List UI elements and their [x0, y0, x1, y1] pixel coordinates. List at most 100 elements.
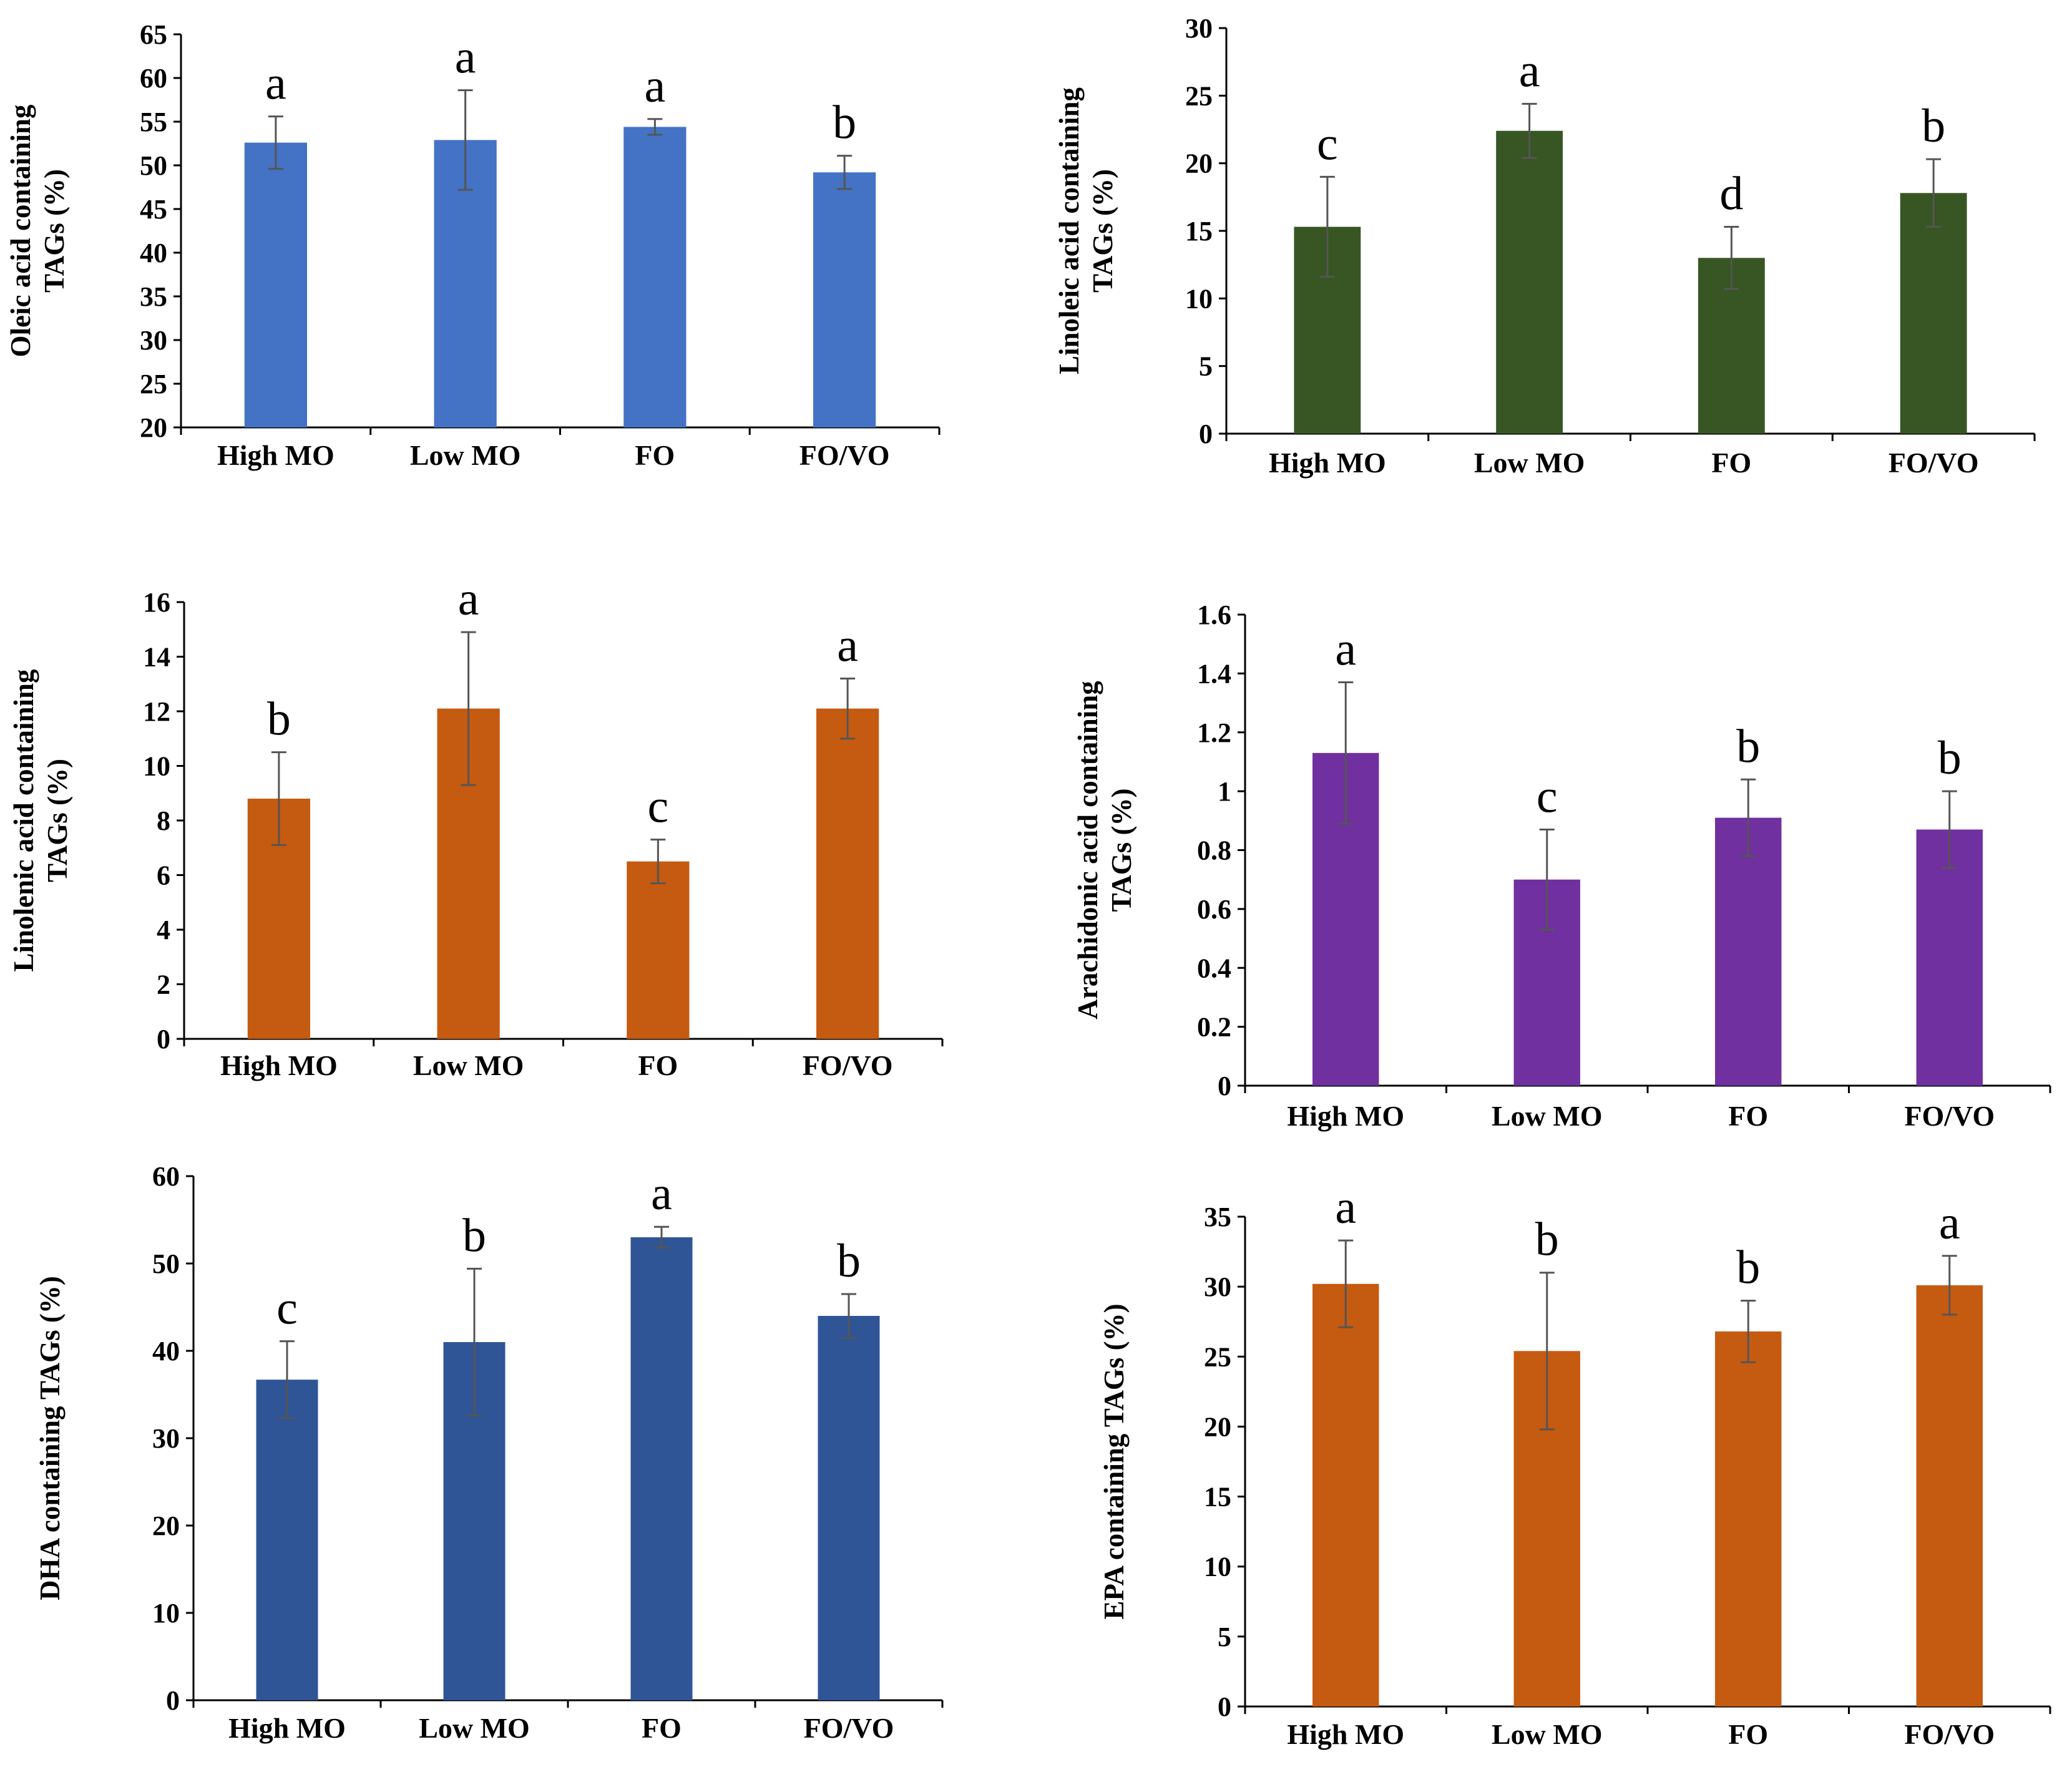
- bar-fo: [623, 127, 687, 427]
- chart-panel-5: 0 10 20 30 40 50 60 c High MO b Low MO a FO b FO/VO DHA…: [34, 1161, 944, 1744]
- chart-panel-3: 0 2 4 6 8 10 12 14 16 b High MO a Low MO c FO a FO/VO Lin…: [8, 573, 944, 1081]
- y-tick-label: 35: [140, 281, 167, 312]
- chart-panel-4: 0 0.2 0.4 0.6 0.8 1 1.2 1.4 1.6 a High MO c Low MO b F…: [1072, 600, 2051, 1132]
- bar-fo-vo: [1900, 193, 1967, 434]
- y-tick-label: 1.4: [1197, 658, 1231, 689]
- significance-label: a: [1335, 623, 1356, 676]
- y-tick-label: 0: [1218, 1692, 1231, 1722]
- y-tick-label: 10: [1185, 283, 1213, 314]
- significance-label: a: [837, 620, 858, 672]
- significance-label: c: [648, 781, 669, 833]
- y-tick-label: 10: [1204, 1552, 1231, 1582]
- y-axis-title: TAGs (%): [1106, 789, 1137, 912]
- chart-panel-2: 0 5 10 15 20 25 30 c High MO a Low MO d FO b FO/VO Lino…: [1053, 13, 2036, 479]
- significance-label: a: [645, 60, 666, 112]
- category-label: FO/VO: [1904, 1718, 1995, 1750]
- bar-fo: [630, 1237, 693, 1700]
- category-label: FO: [1711, 447, 1751, 479]
- y-tick-label: 0: [1218, 1071, 1231, 1101]
- y-tick-label: 2: [157, 970, 170, 1000]
- category-label: Low MO: [1492, 1100, 1603, 1132]
- bar-fo: [1715, 1331, 1782, 1706]
- bar-low-mo: [1496, 130, 1563, 434]
- y-axis-title: Oleic acid containing: [5, 104, 36, 358]
- y-tick-label: 40: [152, 1336, 180, 1366]
- bar-high-mo: [1312, 1283, 1379, 1706]
- y-tick-label: 0: [1199, 419, 1213, 449]
- y-tick-label: 5: [1199, 351, 1213, 382]
- y-tick-label: 0: [157, 1024, 170, 1054]
- y-tick-label: 15: [1204, 1482, 1231, 1512]
- y-tick-label: 0.6: [1197, 894, 1231, 925]
- category-label: High MO: [1287, 1100, 1404, 1132]
- y-tick-label: 45: [140, 194, 167, 225]
- significance-label: b: [1736, 1242, 1760, 1294]
- category-label: High MO: [1287, 1718, 1404, 1750]
- significance-label: b: [267, 693, 291, 746]
- category-label: Low MO: [410, 439, 521, 471]
- category-label: FO: [635, 439, 675, 471]
- significance-label: a: [651, 1167, 672, 1220]
- category-label: FO: [642, 1712, 682, 1744]
- y-tick-label: 1: [1218, 776, 1231, 807]
- category-label: FO/VO: [804, 1712, 894, 1744]
- y-tick-label: 60: [152, 1161, 180, 1192]
- y-tick-label: 0.4: [1197, 953, 1231, 983]
- y-tick-label: 30: [1185, 13, 1213, 44]
- significance-label: b: [1938, 732, 1962, 784]
- significance-label: a: [458, 573, 479, 625]
- y-tick-label: 0.8: [1197, 835, 1231, 866]
- y-tick-label: 0: [166, 1685, 180, 1716]
- y-tick-label: 25: [1204, 1341, 1231, 1372]
- y-axis-title: EPA containing TAGs (%): [1098, 1303, 1130, 1619]
- bar-fo: [1715, 817, 1782, 1086]
- y-tick-label: 8: [157, 806, 170, 836]
- y-tick-label: 10: [152, 1598, 180, 1628]
- y-tick-label: 1.2: [1197, 718, 1231, 748]
- y-axis-title: TAGs (%): [39, 169, 70, 293]
- category-label: FO: [1728, 1100, 1768, 1132]
- category-label: Low MO: [1492, 1718, 1603, 1750]
- category-label: FO/VO: [803, 1049, 893, 1081]
- y-tick-label: 10: [143, 751, 170, 782]
- significance-label: b: [1535, 1214, 1559, 1266]
- y-axis-title: Linoleic acid containing: [1053, 87, 1085, 374]
- category-label: FO/VO: [1889, 447, 1979, 479]
- category-label: FO/VO: [1904, 1100, 1995, 1132]
- significance-label: c: [1537, 770, 1558, 822]
- y-tick-label: 20: [152, 1511, 180, 1541]
- y-axis-title: TAGs (%): [42, 759, 73, 882]
- y-axis-title: Arachidonic acid containing: [1072, 681, 1103, 1020]
- significance-label: a: [265, 57, 286, 110]
- significance-label: a: [1939, 1197, 1960, 1249]
- bar-fo-vo: [1916, 829, 1983, 1086]
- y-tick-label: 14: [143, 642, 170, 673]
- y-tick-label: 20: [1185, 148, 1213, 179]
- y-tick-label: 15: [1185, 216, 1213, 246]
- significance-label: b: [1736, 720, 1760, 772]
- category-label: High MO: [220, 1049, 338, 1081]
- significance-label: d: [1719, 168, 1743, 220]
- category-label: Low MO: [419, 1712, 530, 1744]
- y-tick-label: 25: [1185, 80, 1213, 111]
- significance-label: b: [833, 97, 856, 149]
- significance-label: c: [276, 1282, 298, 1335]
- y-axis-title: DHA containing TAGs (%): [34, 1276, 66, 1600]
- category-label: High MO: [1269, 447, 1386, 479]
- y-tick-label: 6: [157, 860, 170, 891]
- significance-label: a: [1335, 1181, 1356, 1234]
- y-axis-title: Linolenic acid containing: [8, 669, 39, 972]
- y-tick-label: 60: [140, 63, 167, 94]
- category-label: Low MO: [413, 1049, 524, 1081]
- y-tick-label: 65: [140, 19, 167, 50]
- significance-label: c: [1317, 117, 1338, 170]
- significance-label: b: [462, 1209, 486, 1262]
- y-tick-label: 50: [152, 1249, 180, 1279]
- y-tick-label: 30: [152, 1423, 180, 1454]
- category-label: High MO: [228, 1712, 346, 1744]
- bar-fo-vo: [1916, 1285, 1983, 1706]
- y-tick-label: 5: [1218, 1622, 1231, 1652]
- y-tick-label: 12: [143, 696, 170, 727]
- y-tick-label: 25: [140, 369, 167, 399]
